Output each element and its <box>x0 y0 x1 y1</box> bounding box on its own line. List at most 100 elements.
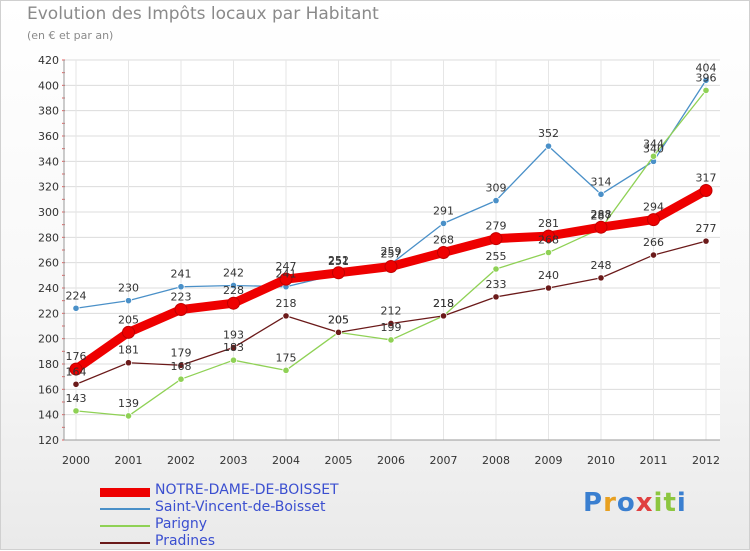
y-tick-label: 360 <box>38 130 59 143</box>
logo-letter: t <box>663 488 677 518</box>
x-tick-label: 2010 <box>587 454 615 467</box>
x-tick-label: 2007 <box>430 454 458 467</box>
data-point <box>544 284 553 292</box>
data-label: 212 <box>381 304 402 317</box>
data-label: 179 <box>171 346 192 359</box>
legend-label: Saint-Vincent-de-Boisset <box>155 499 326 515</box>
data-label: 309 <box>486 182 507 195</box>
y-tick-label: 140 <box>38 409 59 422</box>
data-point <box>72 380 80 388</box>
y-tick-label: 180 <box>38 358 59 371</box>
y-tick-label: 400 <box>38 79 59 92</box>
data-label: 247 <box>276 260 297 273</box>
data-label: 218 <box>433 297 454 310</box>
data-point <box>439 312 448 320</box>
data-label: 255 <box>486 250 507 263</box>
x-tick-label: 2000 <box>62 454 90 467</box>
data-point <box>702 237 710 245</box>
data-point <box>177 361 185 369</box>
data-point <box>229 343 238 352</box>
y-tick-label: 240 <box>38 282 59 295</box>
data-point <box>229 356 238 364</box>
legend-swatch <box>100 508 150 510</box>
data-label: 240 <box>538 269 559 282</box>
data-label: 396 <box>696 71 717 84</box>
data-label: 242 <box>223 266 244 279</box>
data-point <box>544 248 553 257</box>
data-label: 168 <box>171 360 192 373</box>
data-point <box>702 86 710 95</box>
data-label: 352 <box>538 127 559 140</box>
data-label: 181 <box>118 344 139 357</box>
data-label: 277 <box>696 222 717 235</box>
data-point <box>489 232 503 246</box>
data-point <box>647 213 660 227</box>
data-label: 340 <box>643 142 664 155</box>
y-tick-label: 220 <box>38 307 59 320</box>
data-label: 164 <box>66 365 87 378</box>
y-tick-label: 200 <box>38 333 59 346</box>
data-label: 241 <box>276 268 297 281</box>
data-point <box>439 219 448 227</box>
data-label: 259 <box>381 245 402 258</box>
data-point <box>124 359 133 367</box>
data-label: 223 <box>171 291 192 304</box>
data-point <box>594 220 608 234</box>
data-label: 314 <box>591 175 612 188</box>
data-label: 288 <box>591 208 612 221</box>
data-label: 205 <box>118 313 139 326</box>
legend-label: Parigny <box>155 516 208 532</box>
data-point <box>229 281 238 290</box>
data-point <box>124 297 133 305</box>
data-point <box>177 283 185 291</box>
data-label: 317 <box>696 171 717 184</box>
logo-letter: P <box>583 488 604 518</box>
data-point <box>174 303 188 317</box>
x-tick-label: 2005 <box>325 454 353 467</box>
data-label: 404 <box>696 61 717 74</box>
data-label: 175 <box>276 351 297 364</box>
data-point <box>177 375 185 383</box>
data-label: 233 <box>486 278 507 291</box>
data-point <box>702 76 710 84</box>
proxiti-logo: Proxiti <box>583 488 687 518</box>
data-label: 230 <box>118 282 139 295</box>
data-point <box>597 190 605 198</box>
data-label: 268 <box>538 234 559 247</box>
legend-swatch <box>100 525 150 527</box>
data-label: 228 <box>223 284 244 297</box>
data-point <box>542 229 555 243</box>
x-tick-label: 2009 <box>535 454 563 467</box>
data-label: 294 <box>643 201 664 214</box>
legend-swatch <box>100 487 150 497</box>
data-point <box>384 259 398 273</box>
data-label: 176 <box>66 350 87 363</box>
chart-subtitle: (en € et par an) <box>27 29 114 42</box>
y-tick-label: 280 <box>38 231 59 244</box>
data-label: 241 <box>171 268 192 281</box>
data-point <box>437 246 450 260</box>
data-label: 252 <box>328 254 349 267</box>
data-label: 218 <box>276 297 297 310</box>
data-label: 266 <box>643 236 664 249</box>
data-point <box>544 142 553 150</box>
x-tick-label: 2006 <box>377 454 405 467</box>
y-tick-label: 260 <box>38 257 59 270</box>
x-tick-label: 2003 <box>220 454 248 467</box>
data-point <box>124 412 133 420</box>
data-label: 257 <box>381 247 402 260</box>
data-label: 183 <box>223 341 244 354</box>
data-point <box>492 293 500 301</box>
data-point <box>72 407 80 415</box>
logo-letter: o <box>616 488 636 518</box>
plot-area <box>64 60 720 440</box>
data-point <box>597 274 605 282</box>
data-point <box>492 265 500 273</box>
data-label: 199 <box>381 321 402 334</box>
data-label: 279 <box>486 220 507 233</box>
y-tick-label: 380 <box>38 105 59 118</box>
data-point <box>334 328 343 336</box>
chart-title: Evolution des Impôts locaux par Habitant <box>27 4 379 24</box>
data-label: 193 <box>223 329 244 342</box>
logo-letter: r <box>603 488 617 518</box>
